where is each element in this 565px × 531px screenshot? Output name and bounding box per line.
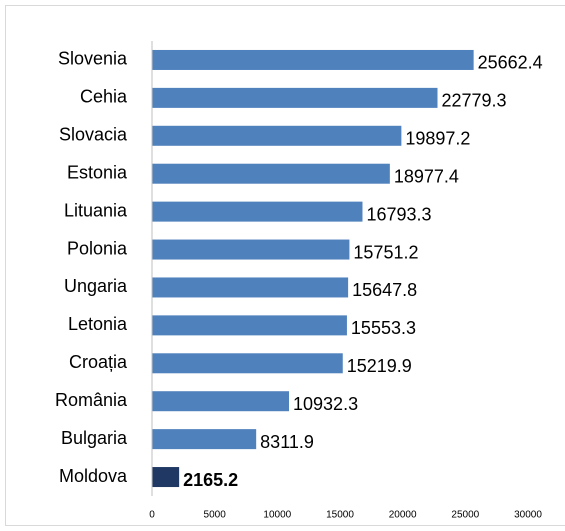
bar bbox=[152, 87, 438, 108]
value-label: 19897.2 bbox=[405, 129, 470, 149]
y-tick-label: Estonia bbox=[67, 162, 128, 182]
bar bbox=[152, 277, 349, 298]
x-tick-label: 15000 bbox=[326, 510, 354, 521]
x-tick-label: 30000 bbox=[514, 510, 542, 521]
y-tick-label: Cehia bbox=[80, 87, 128, 107]
bar bbox=[152, 239, 350, 260]
y-tick-label: România bbox=[55, 390, 128, 410]
value-label: 15553.3 bbox=[351, 318, 416, 338]
value-label: 22779.3 bbox=[442, 91, 507, 111]
y-tick-label: Croația bbox=[69, 352, 128, 372]
value-label: 18977.4 bbox=[394, 166, 459, 186]
x-tick-label: 0 bbox=[149, 510, 155, 521]
y-tick-label: Lituania bbox=[64, 200, 128, 220]
y-tick-label: Ungaria bbox=[64, 276, 128, 296]
y-tick-label: Slovenia bbox=[58, 49, 128, 69]
value-label: 16793.3 bbox=[366, 204, 431, 224]
value-label: 10932.3 bbox=[293, 394, 358, 414]
value-label: 2165.2 bbox=[183, 470, 238, 490]
bar bbox=[152, 353, 343, 374]
x-tick-label: 25000 bbox=[451, 510, 479, 521]
bar bbox=[152, 125, 402, 146]
value-label: 8311.9 bbox=[260, 432, 314, 452]
y-tick-label: Letonia bbox=[68, 314, 128, 334]
y-tick-label: Slovacia bbox=[59, 125, 128, 145]
bar bbox=[152, 49, 474, 70]
bar bbox=[152, 429, 257, 450]
x-tick-label: 10000 bbox=[263, 510, 291, 521]
value-label: 25662.4 bbox=[478, 53, 543, 73]
y-tick-label: Bulgaria bbox=[61, 428, 128, 448]
bar bbox=[152, 391, 290, 412]
value-label: 15647.8 bbox=[352, 280, 417, 300]
y-tick-label: Moldova bbox=[59, 466, 128, 486]
bar bbox=[152, 467, 180, 488]
x-tick-label: 5000 bbox=[204, 510, 227, 521]
value-label: 15751.2 bbox=[353, 242, 418, 262]
bar bbox=[152, 315, 347, 336]
x-tick-label: 20000 bbox=[389, 510, 417, 521]
value-label: 15219.9 bbox=[347, 356, 412, 376]
bar bbox=[152, 201, 363, 222]
y-tick-label: Polonia bbox=[67, 238, 128, 258]
bar bbox=[152, 163, 390, 184]
